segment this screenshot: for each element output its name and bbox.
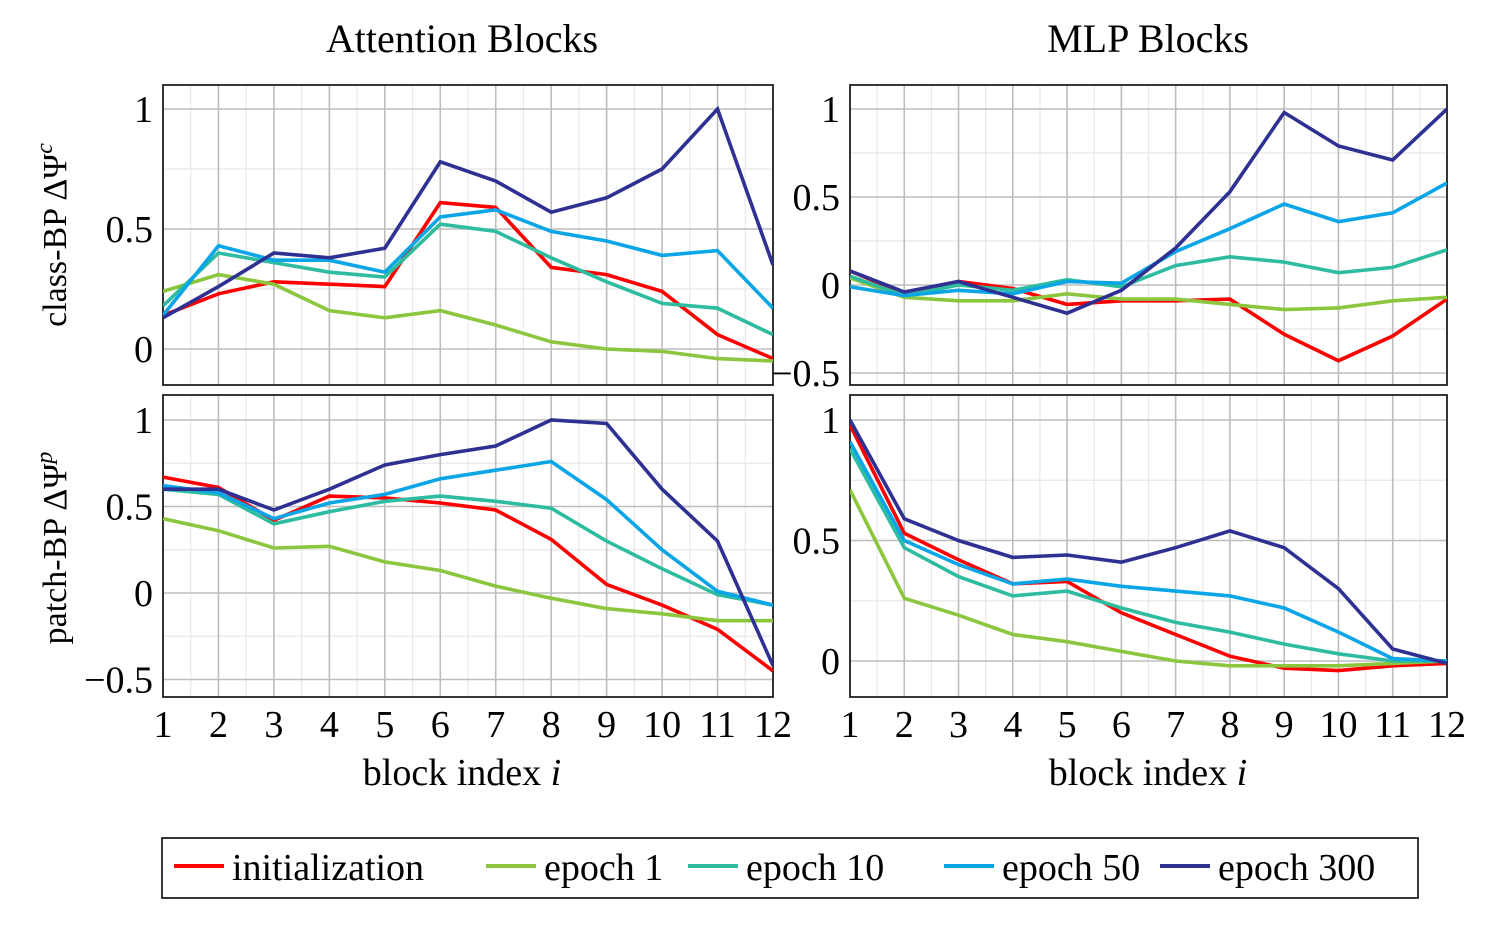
series-line-epoch-10 — [163, 222, 773, 337]
x-axis-label-right: block index i — [1049, 752, 1247, 794]
series-line-epoch-50 — [163, 459, 773, 607]
panel-frame — [849, 394, 1448, 698]
x-tick-label: 7 — [1166, 704, 1185, 746]
series-line-epoch-1 — [163, 272, 773, 363]
y-tick-label: −0.5 — [84, 660, 153, 702]
x-tick-label: 12 — [1428, 704, 1466, 746]
x-tick-label: 8 — [1220, 704, 1239, 746]
x-tick-label: 3 — [949, 704, 968, 746]
x-axis-label-right-var: i — [1237, 752, 1248, 794]
legend-label-epoch-50: epoch 50 — [1002, 847, 1140, 889]
x-tick-label: 2 — [209, 704, 228, 746]
panel-frame — [849, 84, 1448, 386]
series-line-epoch-300 — [163, 418, 773, 667]
panel-frame — [162, 394, 774, 698]
x-tick-label: 4 — [320, 704, 339, 746]
x-tick-label: 2 — [895, 704, 914, 746]
y-tick-label: 0.5 — [793, 177, 841, 219]
panel-patch-attention: −0.500.511 2 3 4 5 6 7 8 9 10 11 12 — [84, 394, 792, 746]
x-tick-label: 11 — [1374, 704, 1411, 746]
legend-label-epoch-10: epoch 10 — [746, 847, 884, 889]
series-line-epoch-10 — [850, 448, 1447, 663]
row-label-class: class-BP ΔΨc — [32, 143, 74, 327]
x-tick-label: 11 — [699, 704, 736, 746]
x-tick-label: 10 — [1319, 704, 1357, 746]
x-axis-label-right-text: block index — [1049, 752, 1237, 794]
x-tick-label: 7 — [486, 704, 505, 746]
series-line-epoch-300 — [850, 419, 1447, 666]
y-tick-label: 1 — [134, 89, 153, 131]
y-tick-label: 0.5 — [106, 487, 154, 529]
x-tick-label: 8 — [542, 704, 561, 746]
x-tick-label: 5 — [375, 704, 394, 746]
x-tick-label: 1 — [154, 704, 173, 746]
y-tick-label: 0 — [821, 265, 840, 307]
legend-label-epoch-300: epoch 300 — [1218, 847, 1375, 889]
x-tick-label: 4 — [1003, 704, 1022, 746]
row-label-patch: patch-BP ΔΨp — [32, 452, 74, 645]
y-tick-label: 0 — [134, 573, 153, 615]
y-tick-label: 1 — [821, 89, 840, 131]
legend-label-initialization: initialization — [232, 847, 424, 889]
x-tick-label: 12 — [754, 704, 792, 746]
series-line-epoch-300 — [163, 105, 773, 320]
panel-frame — [162, 84, 774, 386]
series-line-epoch-300 — [850, 107, 1447, 316]
x-axis-label-left: block index i — [363, 752, 561, 794]
panel-class-attention: 00.51 — [106, 84, 774, 386]
series-line-epoch-1 — [163, 516, 773, 623]
row-label-class-sup: c — [32, 143, 58, 154]
y-tick-label: 0 — [134, 329, 153, 371]
x-tick-label: 5 — [1058, 704, 1077, 746]
legend-label-epoch-1: epoch 1 — [544, 847, 663, 889]
x-tick-label: 9 — [1275, 704, 1294, 746]
y-tick-label: −0.5 — [771, 353, 840, 395]
series-line-epoch-50 — [850, 440, 1447, 663]
column-title-attention: Attention Blocks — [326, 16, 598, 61]
y-tick-label: 0.5 — [793, 521, 841, 563]
x-tick-label: 3 — [264, 704, 283, 746]
legend: initialization epoch 1 epoch 10 epoch 50 epo… — [161, 837, 1419, 899]
x-tick-label: 10 — [643, 704, 681, 746]
x-tick-label: 9 — [597, 704, 616, 746]
x-axis-label-left-var: i — [551, 752, 562, 794]
x-tick-label: 1 — [841, 704, 860, 746]
x-axis-label-left-text: block index — [363, 752, 551, 794]
y-tick-label: 0 — [821, 641, 840, 683]
y-tick-label: 1 — [821, 400, 840, 442]
row-label-patch-sup: p — [32, 452, 58, 466]
series-line-epoch-10 — [850, 248, 1447, 298]
x-tick-label: 6 — [431, 704, 450, 746]
row-label-patch-text: patch-BP ΔΨ — [37, 464, 74, 645]
column-title-mlp: MLP Blocks — [1047, 16, 1249, 61]
row-label-class-text: class-BP ΔΨ — [37, 154, 74, 327]
panel-patch-mlp: 00.511 2 3 4 5 6 7 8 9 10 11 12 — [793, 394, 1466, 746]
y-tick-label: 1 — [134, 400, 153, 442]
series-line-epoch-1 — [850, 276, 1447, 312]
y-tick-label: 0.5 — [106, 209, 154, 251]
series-line-initialization — [850, 423, 1447, 673]
series-line-epoch-10 — [163, 487, 773, 607]
x-tick-label: 6 — [1112, 704, 1131, 746]
panel-class-mlp: −0.5 0 0.5 1 — [771, 84, 1448, 395]
series-line-epoch-1 — [850, 489, 1447, 668]
